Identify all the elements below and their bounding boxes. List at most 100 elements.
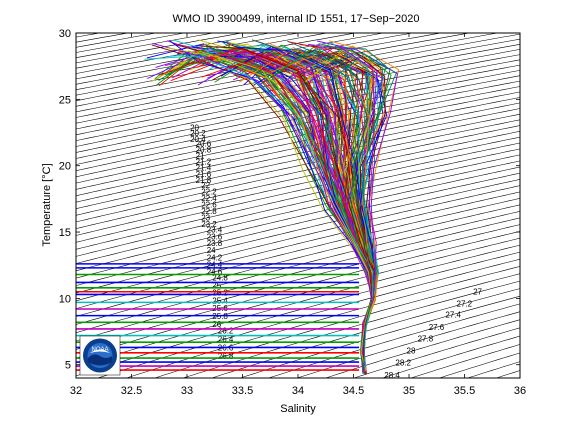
contour-label: 25.4 <box>212 296 228 305</box>
density-contour <box>76 204 520 317</box>
density-contour <box>381 335 520 378</box>
density-contour <box>76 224 520 342</box>
density-contour <box>76 172 520 279</box>
y-tick-label: 25 <box>59 94 71 106</box>
density-contour <box>76 136 520 236</box>
density-contour <box>76 113 520 209</box>
contour-label: 21.8 <box>196 176 212 185</box>
contour-label: 27.4 <box>445 310 461 319</box>
contour-label: 23.6 <box>207 232 223 241</box>
density-contour <box>296 311 520 378</box>
density-contour <box>76 191 520 302</box>
density-contour <box>76 211 520 325</box>
contour-label: 22.6 <box>201 200 217 209</box>
x-tick-label: 34 <box>292 385 304 397</box>
density-contour <box>353 327 520 378</box>
contour-label: 20.4 <box>190 135 206 144</box>
noaa-logo-icon: NOAA <box>79 335 121 376</box>
density-contour <box>76 160 520 264</box>
density-contour <box>76 119 520 216</box>
profile-lines <box>144 39 400 375</box>
density-contour <box>76 198 520 309</box>
x-tick-label: 34.5 <box>343 385 364 397</box>
density-contour <box>76 33 243 64</box>
density-contour <box>76 33 215 58</box>
density-contour <box>76 33 301 74</box>
profile-line <box>251 39 373 369</box>
density-contour <box>76 166 520 272</box>
contour-label: 20.2 <box>190 129 206 138</box>
x-tick-label: 32.5 <box>121 385 142 397</box>
contour-label: 22.8 <box>201 207 217 216</box>
profile-line <box>165 47 373 372</box>
profile-level-lines <box>76 263 360 371</box>
density-contour <box>76 97 520 190</box>
contour-label: 23 <box>201 213 210 222</box>
density-contour <box>76 125 520 223</box>
contour-label: 21.2 <box>196 158 212 167</box>
contour-label: 27.6 <box>429 323 445 332</box>
contour-label: 22.2 <box>201 187 217 196</box>
contour-label: 27.2 <box>457 300 473 309</box>
profile-line <box>284 44 377 374</box>
contour-label: 24 <box>207 246 216 255</box>
contour-label: 23.8 <box>207 239 223 248</box>
contour-label: 21 <box>196 152 205 161</box>
density-contour <box>76 142 520 243</box>
contour-label: 24.2 <box>207 253 223 262</box>
x-tick-label: 33.5 <box>232 385 253 397</box>
density-contour <box>76 33 158 48</box>
density-contour <box>154 273 520 378</box>
contour-label: 21.4 <box>196 164 212 173</box>
density-contour <box>125 266 520 378</box>
density-contour <box>76 154 520 257</box>
contour-label: 26.4 <box>218 335 234 344</box>
contour-label: 24.8 <box>212 274 228 283</box>
contour-label: 22.4 <box>201 194 217 203</box>
contour-label: 25.2 <box>212 289 228 298</box>
contour-label: 26.8 <box>218 352 234 361</box>
y-tick-label: 10 <box>59 293 71 305</box>
density-contour <box>76 108 520 203</box>
x-axis-label: Salinity <box>280 403 316 415</box>
contour-label: 23.2 <box>201 220 217 229</box>
x-tick-label: 35 <box>403 385 415 397</box>
density-contour <box>324 319 520 378</box>
density-contour <box>76 217 520 333</box>
density-contour <box>182 280 520 378</box>
y-axis-label: Temperature [°C] <box>41 163 53 246</box>
density-contour <box>438 352 520 378</box>
contour-label: 24.4 <box>207 260 223 269</box>
y-tick-label: 5 <box>65 360 71 372</box>
contour-label: 20.8 <box>196 146 212 155</box>
contour-label: 28.2 <box>395 359 411 368</box>
contour-label: 26.2 <box>218 327 234 336</box>
x-tick-label: 32 <box>70 385 82 397</box>
noaa-logo-text: NOAA <box>91 347 108 353</box>
density-contour <box>76 59 520 147</box>
contour-label: 28 <box>407 346 416 355</box>
contour-label: 22 <box>201 181 210 190</box>
contour-label: 28.4 <box>384 371 400 380</box>
density-contour <box>466 361 520 378</box>
contour-label: 24.6 <box>207 268 223 277</box>
density-contour <box>76 131 520 229</box>
density-contour <box>76 185 520 294</box>
profile-line <box>144 55 374 370</box>
y-tick-label: 30 <box>59 28 71 40</box>
contour-label: 21.6 <box>196 170 212 179</box>
density-contour <box>410 344 520 378</box>
contour-label: 26 <box>212 320 221 329</box>
x-tick-label: 36 <box>514 385 526 397</box>
x-axis-ticks: 32 32.5 33 33.5 34 34.5 35 35.5 36 <box>70 33 526 397</box>
y-tick-label: 20 <box>59 161 71 173</box>
profile-line <box>158 52 375 374</box>
x-tick-label: 35.5 <box>454 385 475 397</box>
contour-label: 27 <box>473 287 482 296</box>
density-contour <box>267 303 520 378</box>
contour-label: 23.4 <box>207 226 223 235</box>
x-tick-label: 33 <box>181 385 193 397</box>
contour-label: 27.8 <box>418 335 434 344</box>
contour-label: 20 <box>190 123 199 132</box>
